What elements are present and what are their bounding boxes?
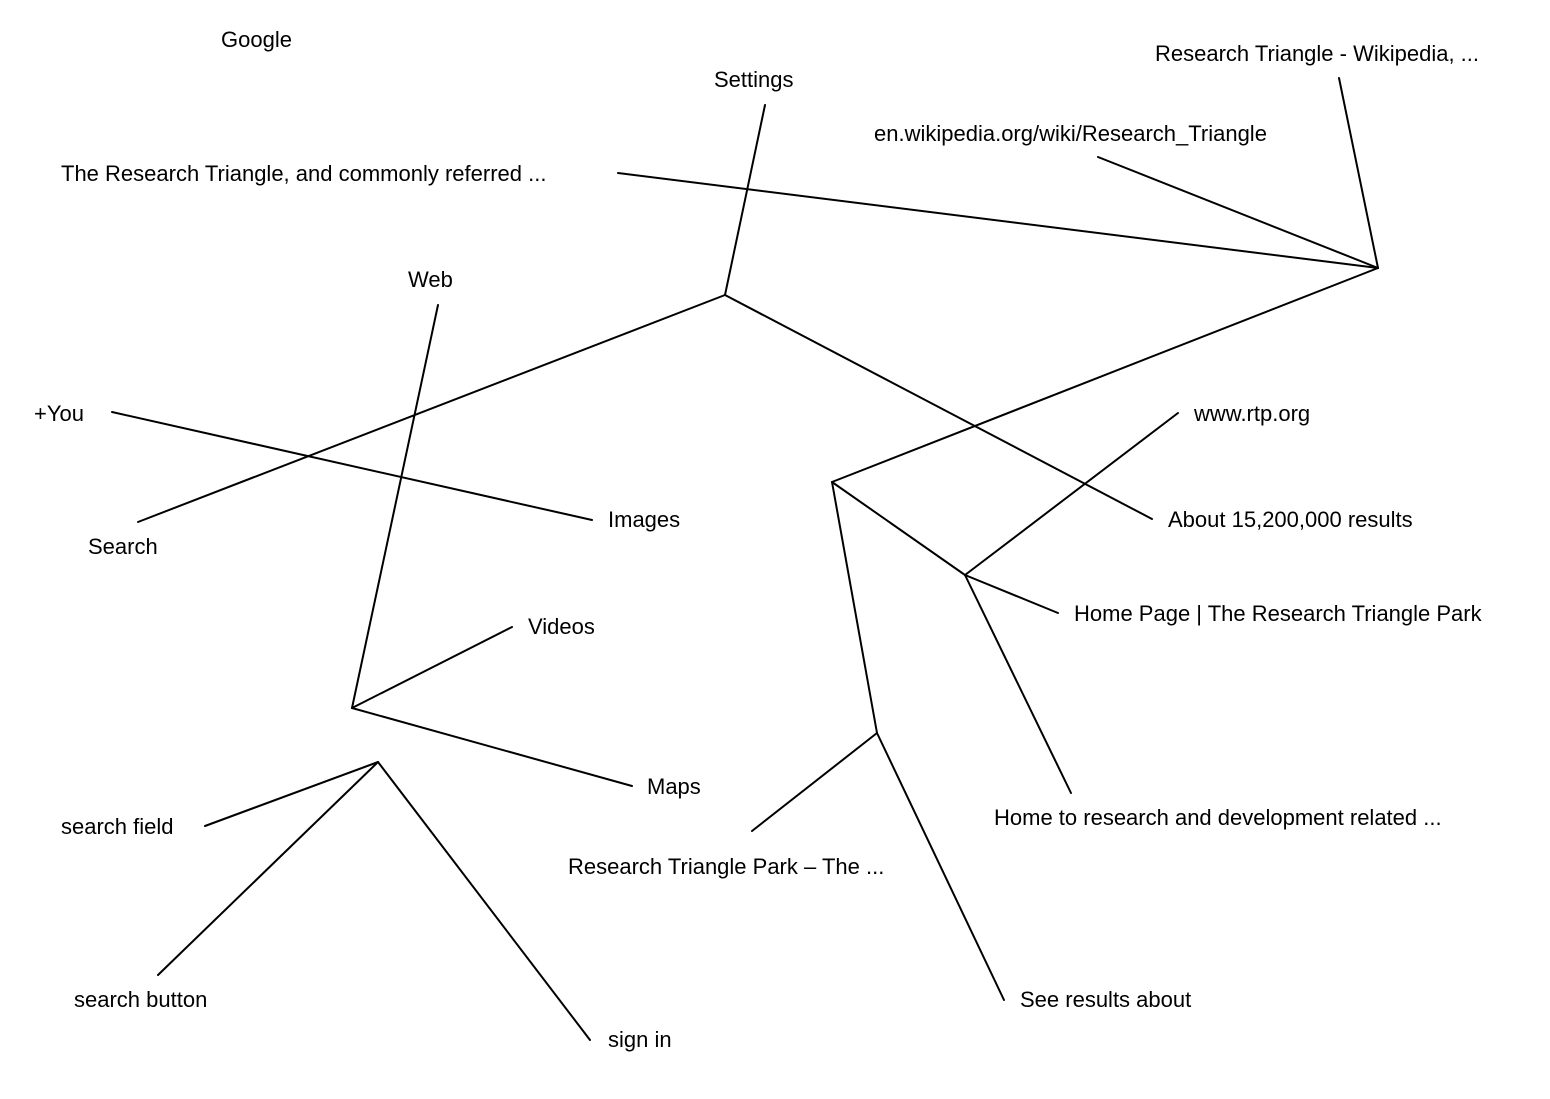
- edge-junction-rtp-junction: [832, 482, 965, 575]
- edge-wiki-title-root: [1339, 78, 1378, 268]
- label-wiki-url: en.wikipedia.org/wiki/Research_Triangle: [874, 123, 1267, 145]
- label-web: Web: [408, 269, 453, 291]
- edge-junction-results-count: [725, 295, 1152, 519]
- label-rtp-url: www.rtp.org: [1194, 403, 1310, 425]
- label-wiki-title: Research Triangle - Wikipedia, ...: [1155, 43, 1479, 65]
- edge-wiki-snippet-root: [618, 173, 1378, 268]
- edge-settings-junction: [725, 105, 765, 295]
- edge-junction-search: [138, 295, 725, 522]
- edge-rtp-snippet: [965, 575, 1071, 793]
- label-sign-in: sign in: [608, 1029, 672, 1051]
- edge-junction-maps: [352, 708, 632, 786]
- label-wiki-snippet: The Research Triangle, and commonly refe…: [61, 163, 546, 185]
- label-see-results: See results about: [1020, 989, 1191, 1011]
- edge-rtp-home: [965, 575, 1058, 613]
- label-maps: Maps: [647, 776, 701, 798]
- tree-edges: [112, 78, 1378, 1040]
- edge-junction-videos: [352, 627, 512, 708]
- edge-junction-sign-in: [378, 762, 590, 1040]
- label-google: Google: [221, 29, 292, 51]
- edge-park-junction-rtp-park: [752, 733, 877, 831]
- edge-junction-search-field: [205, 762, 378, 826]
- edge-park-junction-see-results: [877, 733, 1004, 1000]
- edge-junction-search-button: [158, 762, 378, 975]
- label-settings: Settings: [714, 69, 794, 91]
- label-rtp-park: Research Triangle Park – The ...: [568, 856, 884, 878]
- label-you: +You: [34, 403, 84, 425]
- label-videos: Videos: [528, 616, 595, 638]
- label-images: Images: [608, 509, 680, 531]
- label-results-count: About 15,200,000 results: [1168, 509, 1413, 531]
- label-search-button: search button: [74, 989, 207, 1011]
- label-search: Search: [88, 536, 158, 558]
- label-rtp-home: Home Page | The Research Triangle Park: [1074, 603, 1482, 625]
- edge-root-junction: [832, 268, 1378, 482]
- edge-junction-park-junction: [832, 482, 877, 733]
- label-search-field: search field: [61, 816, 174, 838]
- label-rtp-snippet: Home to research and development related…: [994, 807, 1442, 829]
- edge-web-junction: [352, 305, 438, 708]
